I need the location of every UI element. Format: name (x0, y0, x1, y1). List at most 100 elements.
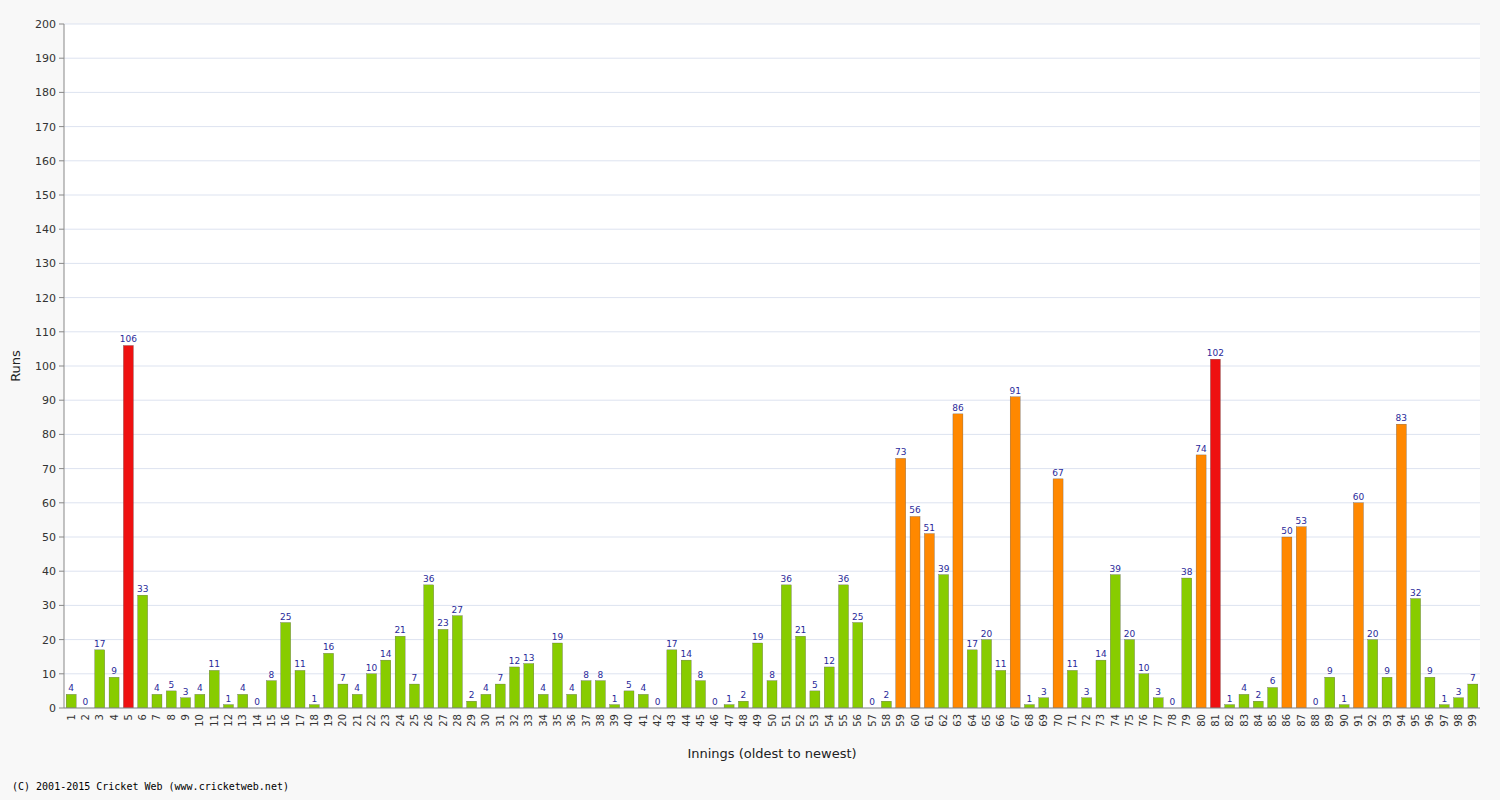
bar (896, 458, 906, 708)
data-label: 19 (552, 632, 564, 642)
x-tick-label: 42 (652, 714, 663, 727)
bar (724, 705, 734, 708)
y-tick-label: 0 (49, 702, 56, 715)
data-label: 25 (852, 612, 863, 622)
bar (1411, 599, 1421, 708)
data-label: 19 (752, 632, 764, 642)
x-tick-label: 83 (1239, 714, 1250, 727)
bar (695, 681, 705, 708)
data-label: 4 (483, 683, 489, 693)
bar (924, 534, 934, 708)
x-tick-label: 68 (1024, 714, 1035, 727)
x-tick-label: 96 (1424, 714, 1435, 727)
x-tick-label: 18 (309, 714, 320, 727)
data-label: 3 (183, 687, 189, 697)
y-tick (59, 537, 64, 538)
x-axis-line (64, 708, 1480, 709)
x-axis-label: Innings (oldest to newest) (687, 746, 856, 761)
data-label: 0 (1170, 697, 1176, 707)
data-label: 5 (168, 680, 174, 690)
x-tick-label: 28 (452, 714, 463, 727)
x-tick-label: 5 (123, 714, 134, 720)
data-label: 1 (1027, 694, 1033, 704)
bar (1425, 677, 1435, 708)
bar (1339, 705, 1349, 708)
data-label: 67 (1052, 468, 1063, 478)
x-tick-label: 45 (695, 714, 706, 727)
data-label: 4 (540, 683, 546, 693)
x-tick-label: 10 (194, 714, 205, 727)
data-label: 11 (995, 659, 1006, 669)
data-label: 3 (1456, 687, 1462, 697)
y-tick-label: 180 (35, 86, 56, 99)
data-label: 7 (497, 673, 503, 683)
data-label: 7 (1470, 673, 1476, 683)
bars (66, 345, 1478, 708)
bar (467, 701, 477, 708)
grid-line (64, 468, 1480, 469)
x-tick-label: 21 (352, 714, 363, 727)
y-tick (59, 92, 64, 93)
x-tick-label: 54 (824, 714, 835, 727)
grid-line (64, 605, 1480, 606)
bar (1182, 578, 1192, 708)
x-axis: 1234567891011121314151617181920212223242… (66, 714, 1479, 727)
x-tick-label: 23 (380, 714, 391, 727)
bar (1325, 677, 1335, 708)
bar (824, 667, 834, 708)
bar (324, 653, 334, 708)
data-label: 83 (1396, 413, 1407, 423)
x-tick-label: 89 (1324, 714, 1335, 727)
x-tick-label: 99 (1467, 714, 1478, 727)
bar (1053, 479, 1063, 708)
grid (64, 24, 1480, 708)
grid-line (64, 400, 1480, 401)
x-tick-label: 24 (395, 714, 406, 727)
data-label: 9 (1384, 666, 1390, 676)
x-tick-label: 87 (1296, 714, 1307, 727)
data-label: 74 (1195, 444, 1207, 454)
data-label: 2 (884, 690, 890, 700)
data-label: 10 (366, 663, 378, 673)
bar (595, 681, 605, 708)
bar (381, 660, 391, 708)
grid-line (64, 571, 1480, 572)
bar (910, 516, 920, 708)
x-tick-label: 88 (1310, 714, 1321, 727)
x-tick-label: 56 (852, 714, 863, 727)
data-label: 1 (612, 694, 618, 704)
x-tick-label: 77 (1153, 714, 1164, 727)
bar (1239, 694, 1249, 708)
bar (1268, 687, 1278, 708)
bar (1153, 698, 1163, 708)
bar (281, 623, 291, 709)
data-label: 4 (197, 683, 203, 693)
x-tick-label: 93 (1382, 714, 1393, 727)
x-tick-label: 39 (609, 714, 620, 727)
x-tick-label: 16 (280, 714, 291, 727)
x-tick-label: 57 (867, 714, 878, 727)
data-label: 2 (741, 690, 747, 700)
bar (309, 705, 319, 708)
x-tick-label: 31 (495, 714, 506, 727)
data-label: 4 (569, 683, 575, 693)
x-tick-label: 17 (295, 714, 306, 727)
y-tick (59, 160, 64, 161)
data-label: 39 (1110, 564, 1122, 574)
data-label: 8 (769, 670, 775, 680)
x-tick-label: 44 (681, 714, 692, 727)
y-tick-label: 90 (42, 394, 56, 407)
data-label: 50 (1281, 526, 1293, 536)
x-tick-label: 79 (1181, 714, 1192, 727)
x-tick-label: 19 (323, 714, 334, 727)
data-label: 36 (838, 574, 850, 584)
y-tick (59, 126, 64, 127)
grid-line (64, 24, 1480, 25)
bar (481, 694, 491, 708)
x-tick-label: 62 (938, 714, 949, 727)
bar (95, 650, 105, 708)
data-label: 5 (626, 680, 632, 690)
data-label: 1 (726, 694, 732, 704)
grid-line (64, 263, 1480, 264)
bar (1082, 698, 1092, 708)
